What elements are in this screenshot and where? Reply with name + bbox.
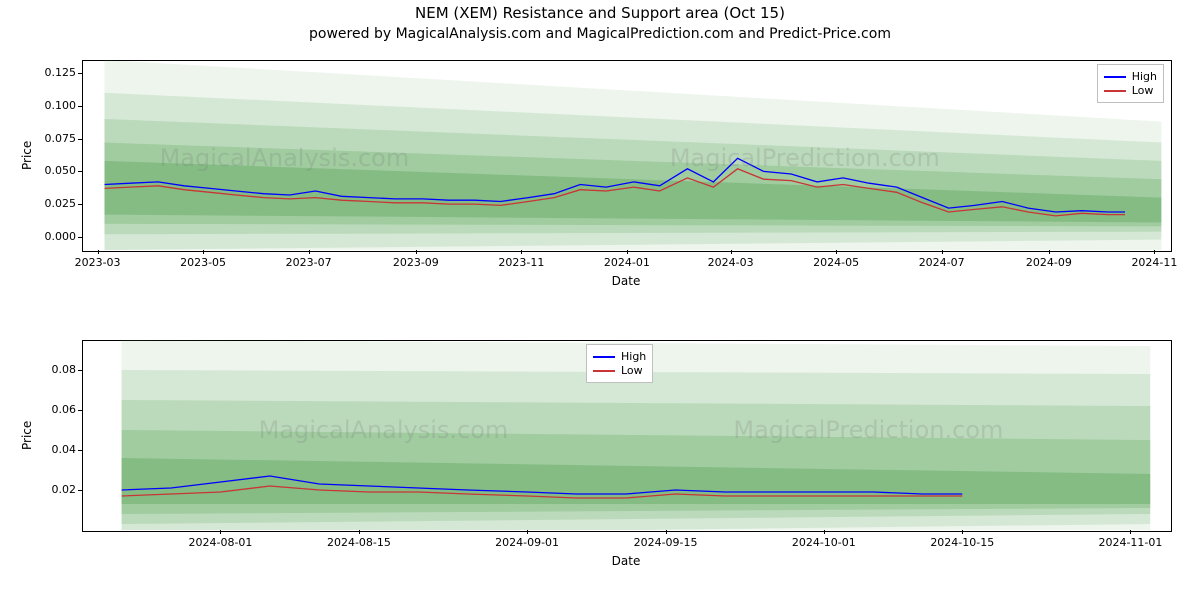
top-chart-plot: [82, 60, 1170, 250]
xtick-label: 2024-11: [1114, 256, 1194, 269]
bottom-chart-xlabel: Date: [82, 554, 1170, 568]
legend-swatch: [1104, 76, 1126, 78]
xtick-label: 2024-08-01: [180, 536, 260, 549]
bottom-chart-legend: HighLow: [586, 344, 653, 383]
ytick-label: 0.050: [26, 164, 76, 177]
xtick-label: 2024-07: [902, 256, 982, 269]
xtick-label: 2024-10-15: [922, 536, 1002, 549]
top-chart-xlabel: Date: [82, 274, 1170, 288]
ytick-label: 0.075: [26, 132, 76, 145]
ytick-label: 0.100: [26, 99, 76, 112]
figure-title: NEM (XEM) Resistance and Support area (O…: [0, 4, 1200, 22]
legend-entry: Low: [1104, 84, 1157, 97]
ytick-label: 0.04: [26, 443, 76, 456]
ytick-label: 0.000: [26, 230, 76, 243]
ytick-label: 0.06: [26, 403, 76, 416]
ytick-label: 0.025: [26, 197, 76, 210]
legend-swatch: [593, 356, 615, 358]
ytick-label: 0.02: [26, 483, 76, 496]
figure: NEM (XEM) Resistance and Support area (O…: [0, 0, 1200, 600]
legend-swatch: [593, 370, 615, 372]
xtick-label: 2024-08-15: [319, 536, 399, 549]
xtick-label: 2024-10-01: [784, 536, 864, 549]
legend-entry: High: [1104, 70, 1157, 83]
xtick-label: 2023-09: [376, 256, 456, 269]
xtick-label: 2023-05: [163, 256, 243, 269]
legend-entry: Low: [593, 364, 646, 377]
xtick-label: 2024-09-01: [487, 536, 567, 549]
xtick-label: 2024-05: [796, 256, 876, 269]
xtick-label: 2024-01: [587, 256, 667, 269]
legend-label: Low: [1132, 84, 1154, 97]
xtick-label: 2024-03: [691, 256, 771, 269]
legend-label: Low: [621, 364, 643, 377]
xtick-label: 2023-07: [269, 256, 349, 269]
xtick-label: 2024-09: [1009, 256, 1089, 269]
legend-entry: High: [593, 350, 646, 363]
xtick-label: 2023-03: [58, 256, 138, 269]
figure-subtitle: powered by MagicalAnalysis.com and Magic…: [0, 26, 1200, 42]
xtick-label: 2024-11-01: [1090, 536, 1170, 549]
legend-label: High: [1132, 70, 1157, 83]
legend-swatch: [1104, 90, 1126, 92]
ytick-label: 0.08: [26, 363, 76, 376]
xtick-label: 2024-09-15: [626, 536, 706, 549]
xtick-label: 2023-11: [481, 256, 561, 269]
top-chart-legend: HighLow: [1097, 64, 1164, 103]
ytick-label: 0.125: [26, 66, 76, 79]
legend-label: High: [621, 350, 646, 363]
